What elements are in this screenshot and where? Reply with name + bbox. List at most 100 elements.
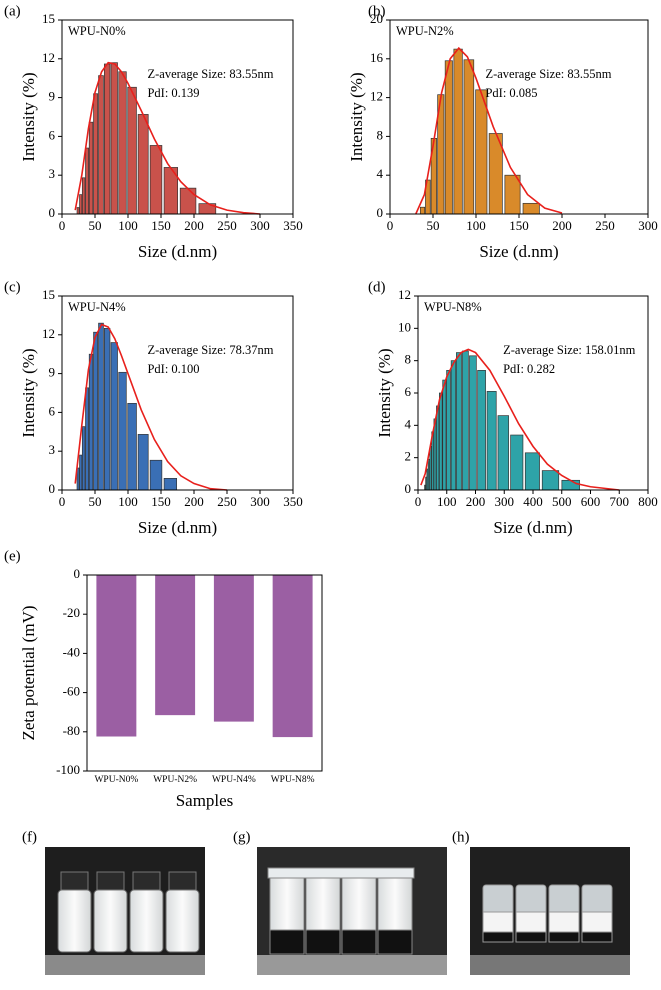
bar: [88, 121, 94, 215]
bar: [98, 322, 104, 491]
y-tick-label: 16: [370, 50, 384, 65]
x-tick-label: 250: [595, 218, 615, 233]
bar: [446, 370, 451, 491]
y-tick-label: 12: [398, 287, 411, 302]
x-tick-label: 700: [610, 494, 630, 509]
y-tick-label: 12: [370, 89, 383, 104]
y-tick-label: 12: [42, 326, 55, 341]
x-axis-label: Size (d.nm): [479, 242, 558, 261]
annotation: Z-average Size: 158.01nm: [503, 343, 636, 357]
bar: [429, 446, 432, 491]
x-tick-label: WPU-N4%: [212, 775, 256, 785]
panel-label: (d): [368, 279, 386, 295]
bar: [419, 206, 426, 215]
bar: [469, 355, 477, 491]
x-axis-label: Samples: [176, 791, 234, 810]
bar: [96, 575, 137, 737]
y-tick-label: -60: [63, 684, 80, 699]
bar: [85, 147, 89, 215]
bar: [462, 350, 469, 491]
x-tick-label: 50: [89, 494, 102, 509]
fit-line: [74, 61, 261, 215]
y-tick-label: -80: [63, 723, 80, 738]
fit-line: [415, 46, 563, 215]
x-tick-label: 150: [151, 218, 171, 233]
plot-frame: [61, 295, 294, 491]
y-tick-label: 9: [49, 365, 56, 380]
x-tick-label: 200: [184, 494, 204, 509]
x-tick-label: 0: [59, 218, 66, 233]
x-tick-label: 600: [581, 494, 601, 509]
x-axis-label: Size (d.nm): [138, 518, 217, 537]
x-tick-label: 100: [466, 218, 486, 233]
bar: [127, 402, 137, 491]
bar: [79, 454, 83, 491]
y-tick-label: 6: [405, 384, 412, 399]
y-axis-label: Zeta potential (mV): [19, 605, 38, 740]
bar: [137, 434, 149, 491]
bar: [486, 391, 497, 491]
x-tick-label: WPU-N0%: [94, 775, 138, 785]
y-axis-label: Intensity (%): [19, 72, 38, 161]
bar: [213, 575, 254, 722]
bar: [444, 60, 453, 215]
y-tick-label: -40: [63, 644, 80, 659]
bar: [118, 371, 127, 491]
photo-label: (g): [233, 829, 251, 845]
x-tick-label: 100: [118, 218, 138, 233]
y-tick-label: 3: [49, 166, 56, 181]
annotation: WPU-N0%: [68, 24, 126, 38]
x-tick-label: 150: [509, 218, 529, 233]
bar: [427, 458, 430, 491]
bar: [497, 415, 509, 491]
bar: [463, 59, 475, 215]
plot-frame: [389, 19, 649, 215]
y-tick-label: 8: [377, 127, 384, 142]
bar: [524, 452, 540, 491]
fit-line: [74, 323, 228, 491]
annotation: PdI: 0.282: [503, 362, 555, 376]
bar: [477, 370, 486, 491]
x-tick-label: 300: [250, 494, 270, 509]
y-tick-label: 15: [42, 287, 55, 302]
bar: [93, 331, 99, 491]
bar: [450, 360, 456, 491]
bar: [456, 352, 462, 491]
bar: [436, 405, 440, 491]
x-tick-label: 400: [523, 494, 543, 509]
panel-label: (e): [4, 548, 21, 564]
x-tick-label: WPU-N2%: [153, 775, 197, 785]
x-tick-label: 200: [184, 218, 204, 233]
x-tick-label: 250: [217, 494, 237, 509]
fit-line: [420, 348, 620, 491]
bar: [561, 479, 580, 491]
x-tick-label: 300: [495, 494, 515, 509]
bar: [475, 89, 488, 215]
x-axis-label: Size (d.nm): [493, 518, 572, 537]
bar: [137, 114, 149, 215]
bar: [98, 75, 104, 215]
y-axis-label: Intensity (%): [347, 72, 366, 161]
x-tick-label: 150: [151, 494, 171, 509]
bar: [155, 575, 196, 716]
bar: [85, 387, 89, 491]
bar: [81, 426, 86, 491]
bar: [127, 86, 137, 215]
x-tick-label: 300: [638, 218, 658, 233]
bar: [426, 468, 429, 491]
y-tick-label: 2: [405, 449, 412, 464]
y-tick-label: 8: [405, 352, 412, 367]
bar: [504, 174, 521, 215]
x-tick-label: 800: [638, 494, 658, 509]
bar: [438, 392, 443, 491]
x-tick-label: 0: [387, 218, 394, 233]
x-tick-label: WPU-N8%: [271, 775, 315, 785]
y-tick-label: 12: [42, 50, 55, 65]
photo-label: (f): [22, 829, 37, 845]
y-tick-label: 0: [74, 566, 81, 581]
y-tick-label: 0: [377, 205, 384, 220]
x-axis-label: Size (d.nm): [138, 242, 217, 261]
bar: [88, 353, 94, 491]
bar: [149, 145, 163, 215]
